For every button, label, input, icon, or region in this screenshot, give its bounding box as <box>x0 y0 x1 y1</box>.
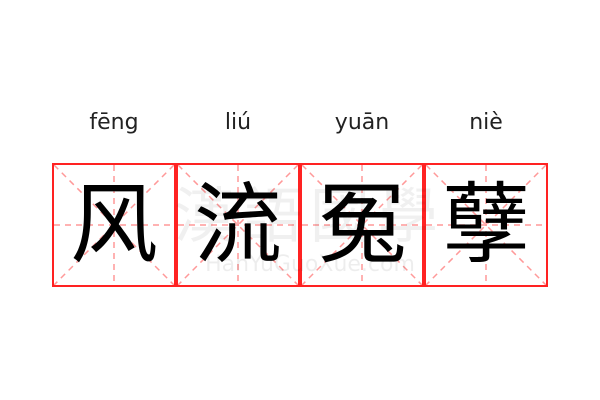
pinyin-2: liú <box>224 110 252 135</box>
grid-guides <box>302 165 422 285</box>
character: 冤 <box>317 173 406 276</box>
pinyin-1: fēng <box>89 110 139 135</box>
watermark: 漢語國學 <box>174 182 446 252</box>
grid-guides <box>178 165 298 285</box>
watermark-site: HanYuGuoXue.com <box>205 252 415 277</box>
character: 风 <box>69 173 158 276</box>
pinyin-3: yuān <box>334 110 390 135</box>
character-cell: 流 <box>176 163 300 287</box>
pinyin-4: niè <box>469 110 503 135</box>
grid-guides <box>54 165 174 285</box>
character: 流 <box>193 173 282 276</box>
character-cell: 风 <box>52 163 176 287</box>
character-grid: 风 流 冤 孽 <box>52 163 548 287</box>
character-cell: 孽 <box>424 163 548 287</box>
grid-guides <box>426 165 546 285</box>
character: 孽 <box>441 173 530 276</box>
character-cell: 冤 <box>300 163 424 287</box>
